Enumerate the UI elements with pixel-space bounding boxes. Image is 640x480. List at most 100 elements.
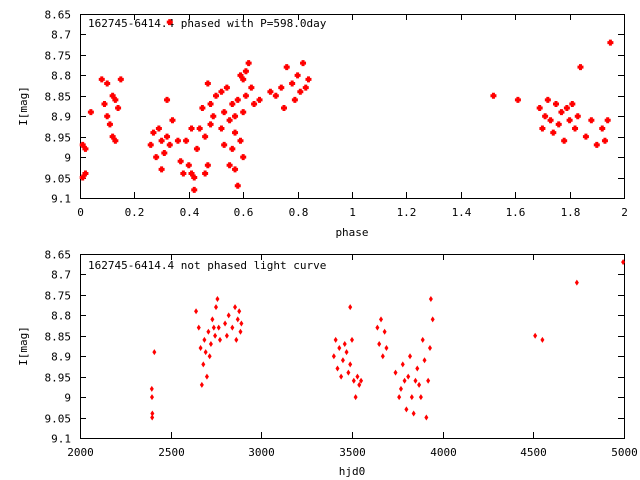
data-point bbox=[335, 365, 340, 372]
plot-frame bbox=[80, 254, 625, 439]
data-point bbox=[514, 96, 521, 103]
data-point bbox=[418, 394, 423, 401]
x-tick-label: 4000 bbox=[430, 446, 457, 459]
phased-light-curve-panel: 162745-6414.4 phased with P=598.0day pha… bbox=[17, 9, 628, 240]
data-point bbox=[348, 304, 353, 311]
data-point bbox=[153, 154, 160, 161]
data-point bbox=[201, 361, 206, 368]
data-point bbox=[223, 84, 230, 91]
data-point bbox=[553, 100, 559, 107]
data-point bbox=[198, 345, 203, 352]
data-point bbox=[233, 304, 238, 311]
data-point bbox=[621, 259, 626, 266]
data-point bbox=[278, 84, 285, 91]
data-point bbox=[422, 357, 427, 364]
data-point bbox=[281, 105, 287, 112]
y-tick-label: 8.75 bbox=[45, 290, 72, 303]
data-point bbox=[203, 349, 208, 356]
axis-ticks: 0 0.2 0.4 0.6 0.8 1 1.2 1.4 1.6 1.8 2 8.65 8.7 8.75 8.… bbox=[45, 9, 628, 220]
data-point bbox=[346, 369, 351, 376]
data-point bbox=[599, 125, 606, 132]
x-tick-label: 0 bbox=[77, 206, 84, 219]
data-point bbox=[202, 336, 207, 343]
data-point bbox=[574, 279, 579, 286]
x-tick-label: 5000 bbox=[611, 446, 638, 459]
data-point bbox=[234, 96, 241, 103]
data-point bbox=[234, 336, 239, 343]
y-tick-label: 8.9 bbox=[51, 351, 71, 364]
y-tick-label: 9.1 bbox=[51, 193, 71, 206]
data-point bbox=[593, 141, 600, 148]
y-tick-label: 8.75 bbox=[45, 50, 72, 63]
data-point bbox=[149, 394, 154, 401]
data-point bbox=[232, 129, 239, 136]
data-point bbox=[566, 117, 573, 124]
data-point bbox=[207, 100, 214, 107]
data-point bbox=[104, 80, 111, 87]
data-point bbox=[115, 105, 122, 112]
data-point bbox=[204, 80, 211, 87]
y-axis-label: I[mag] bbox=[17, 326, 30, 366]
y-tick-label: 8.7 bbox=[51, 29, 71, 42]
data-point bbox=[283, 64, 290, 71]
y-tick-label: 9 bbox=[64, 392, 71, 405]
data-point bbox=[377, 340, 382, 347]
data-point bbox=[183, 137, 190, 144]
data-point bbox=[230, 324, 235, 331]
data-point bbox=[213, 92, 219, 99]
data-point bbox=[104, 113, 111, 120]
data-point bbox=[235, 316, 240, 323]
y-axis-label: I[mag] bbox=[17, 86, 30, 126]
data-point bbox=[382, 328, 387, 335]
data-point bbox=[177, 158, 184, 165]
data-point bbox=[112, 96, 119, 103]
y-tick-label: 8.65 bbox=[45, 9, 72, 22]
data-point bbox=[215, 295, 220, 302]
data-point bbox=[582, 133, 589, 140]
y-tick-label: 8.8 bbox=[51, 70, 71, 83]
data-point bbox=[158, 137, 165, 144]
x-tick-label: 3500 bbox=[339, 446, 366, 459]
data-point bbox=[490, 92, 497, 99]
data-point bbox=[161, 150, 168, 157]
data-point bbox=[289, 80, 296, 87]
data-point bbox=[300, 60, 307, 67]
data-point bbox=[333, 336, 338, 343]
data-point bbox=[536, 105, 543, 112]
data-point bbox=[216, 324, 221, 331]
data-point bbox=[242, 68, 249, 75]
data-point bbox=[339, 373, 344, 380]
data-point bbox=[539, 125, 546, 132]
data-point bbox=[199, 381, 204, 388]
data-point bbox=[398, 385, 403, 392]
data-point bbox=[426, 377, 431, 384]
x-tick-label: 1.6 bbox=[506, 206, 526, 219]
data-point bbox=[256, 96, 263, 103]
data-point bbox=[237, 137, 244, 144]
data-point bbox=[101, 100, 108, 107]
data-point bbox=[430, 316, 435, 323]
data-point bbox=[547, 117, 554, 124]
data-point bbox=[400, 361, 405, 368]
data-point bbox=[112, 137, 119, 144]
data-point bbox=[348, 361, 353, 368]
data-point bbox=[224, 332, 229, 339]
data-point bbox=[607, 39, 614, 46]
data-point bbox=[174, 137, 181, 144]
data-point bbox=[87, 109, 94, 116]
data-point bbox=[355, 373, 360, 380]
data-point bbox=[420, 336, 425, 343]
data-point bbox=[561, 137, 568, 144]
data-point bbox=[427, 345, 432, 352]
y-tick-label: 8.7 bbox=[51, 269, 71, 282]
data-point bbox=[226, 117, 233, 124]
chart-title: 162745-6414.4 not phased light curve bbox=[88, 259, 326, 272]
data-point bbox=[558, 109, 565, 116]
data-point bbox=[344, 349, 349, 356]
data-point bbox=[234, 182, 241, 189]
data-point bbox=[251, 100, 258, 107]
data-point bbox=[221, 141, 228, 148]
data-point bbox=[248, 84, 255, 91]
data-point bbox=[402, 377, 407, 384]
data-point bbox=[297, 88, 304, 95]
